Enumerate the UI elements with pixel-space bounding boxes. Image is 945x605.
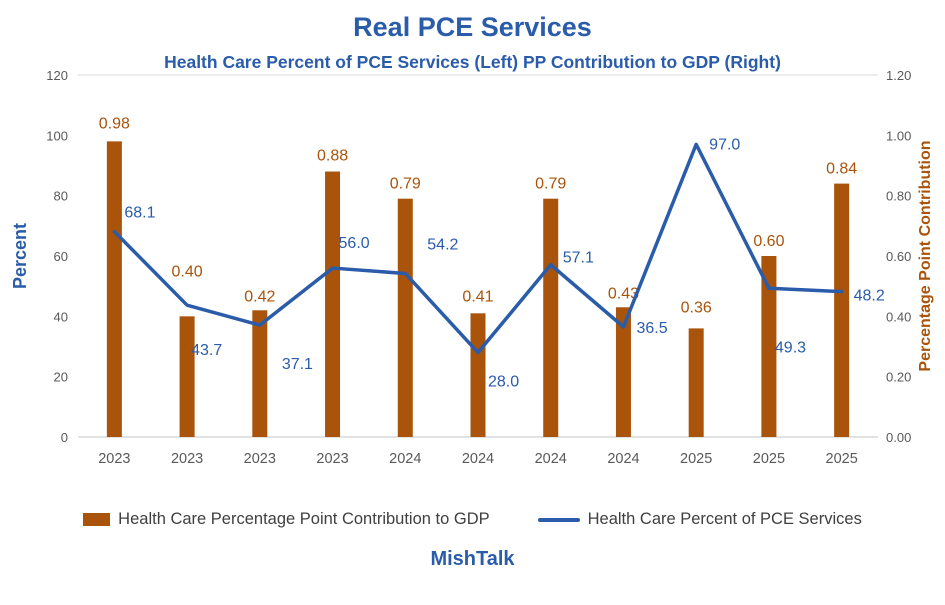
point-label: 68.1 xyxy=(124,205,155,222)
right-axis-tick-label: 1.20 xyxy=(886,68,911,83)
point-label: 28.0 xyxy=(488,374,519,391)
x-axis-category-label: 2025 xyxy=(753,451,785,467)
left-axis-tick-label: 0 xyxy=(61,430,68,445)
point-label: 97.0 xyxy=(709,136,740,153)
bar xyxy=(761,256,777,437)
footer-brand: MishTalk xyxy=(430,548,515,570)
bar xyxy=(397,198,413,437)
bar-label: 0.60 xyxy=(753,233,784,250)
chart-title: Real PCE Services xyxy=(353,12,592,42)
bar xyxy=(470,313,486,437)
x-axis-category-label: 2023 xyxy=(98,451,130,467)
right-axis-tick-label: 0.60 xyxy=(886,249,911,264)
right-axis-tick-label: 0.20 xyxy=(886,370,911,385)
x-axis-category-label: 2025 xyxy=(680,451,712,467)
right-axis-tick-label: 0.00 xyxy=(886,430,911,445)
left-axis-tick-label: 100 xyxy=(46,128,68,143)
x-axis-category-label: 2023 xyxy=(171,451,203,467)
x-axis-category-label: 2024 xyxy=(462,451,494,467)
right-axis-tick-label: 1.00 xyxy=(886,128,911,143)
legend-label-bar-series: Health Care Percentage Point Contributio… xyxy=(118,510,490,528)
bar xyxy=(834,183,850,437)
point-label: 36.5 xyxy=(636,320,667,337)
bar-series-swatch-icon xyxy=(83,513,111,526)
bar-label: 0.41 xyxy=(462,288,493,305)
right-axis-title: Percentage Point Contribution xyxy=(917,140,934,371)
point-label: 43.7 xyxy=(191,342,222,359)
point-label: 48.2 xyxy=(854,288,885,305)
left-axis-tick-label: 20 xyxy=(54,370,68,385)
chart-subtitle: Health Care Percent of PCE Services (Lef… xyxy=(164,52,781,72)
bar xyxy=(106,141,122,437)
bar-label: 0.42 xyxy=(244,288,275,305)
x-axis-category-label: 2023 xyxy=(316,451,348,467)
point-label: 56.0 xyxy=(339,235,370,252)
x-axis-category-label: 2025 xyxy=(826,451,858,467)
bar-label: 0.79 xyxy=(535,176,566,193)
legend-item-line-series: Health Care Percent of PCE Services xyxy=(537,510,862,529)
point-label: 57.1 xyxy=(563,250,594,267)
legend-item-bar-series: Health Care Percentage Point Contributio… xyxy=(83,510,490,529)
legend-label-line-series: Health Care Percent of PCE Services xyxy=(587,510,862,528)
bar xyxy=(252,310,268,437)
x-axis-category-label: 2024 xyxy=(389,451,421,467)
point-label: 54.2 xyxy=(427,236,458,253)
bar-label: 0.84 xyxy=(826,161,857,178)
bar-label: 0.40 xyxy=(172,263,203,280)
bar-label: 0.98 xyxy=(99,115,130,132)
bar xyxy=(543,198,559,437)
point-label: 49.3 xyxy=(775,339,806,356)
left-axis-tick-label: 60 xyxy=(54,249,68,264)
right-axis-tick-label: 0.80 xyxy=(886,189,911,204)
left-axis-tick-label: 80 xyxy=(54,189,68,204)
bar-label: 0.36 xyxy=(681,299,712,316)
line-series-swatch-icon xyxy=(537,517,580,522)
x-axis-category-label: 2024 xyxy=(535,451,567,467)
x-axis-category-label: 2024 xyxy=(607,451,639,467)
right-axis-tick-label: 0.40 xyxy=(886,309,911,324)
point-label: 37.1 xyxy=(282,356,313,373)
plot-area: 0 20 40 60 80 100 120 0.00 0.20 0.40 0.60 0.80 1.00 1… xyxy=(10,68,934,467)
legend: Health Care Percentage Point Contributio… xyxy=(0,510,945,529)
bar xyxy=(688,328,704,437)
bar xyxy=(325,171,341,438)
left-axis-title: Percent xyxy=(10,223,30,289)
x-axis-category-label: 2023 xyxy=(244,451,276,467)
bar-label: 0.43 xyxy=(608,285,639,302)
bar-label: 0.79 xyxy=(390,176,421,193)
line-series xyxy=(112,142,844,355)
left-axis-tick-label: 120 xyxy=(46,68,68,83)
bar xyxy=(615,307,631,437)
bar xyxy=(179,316,195,437)
bar-label: 0.88 xyxy=(317,148,348,165)
left-axis-tick-label: 40 xyxy=(54,309,68,324)
